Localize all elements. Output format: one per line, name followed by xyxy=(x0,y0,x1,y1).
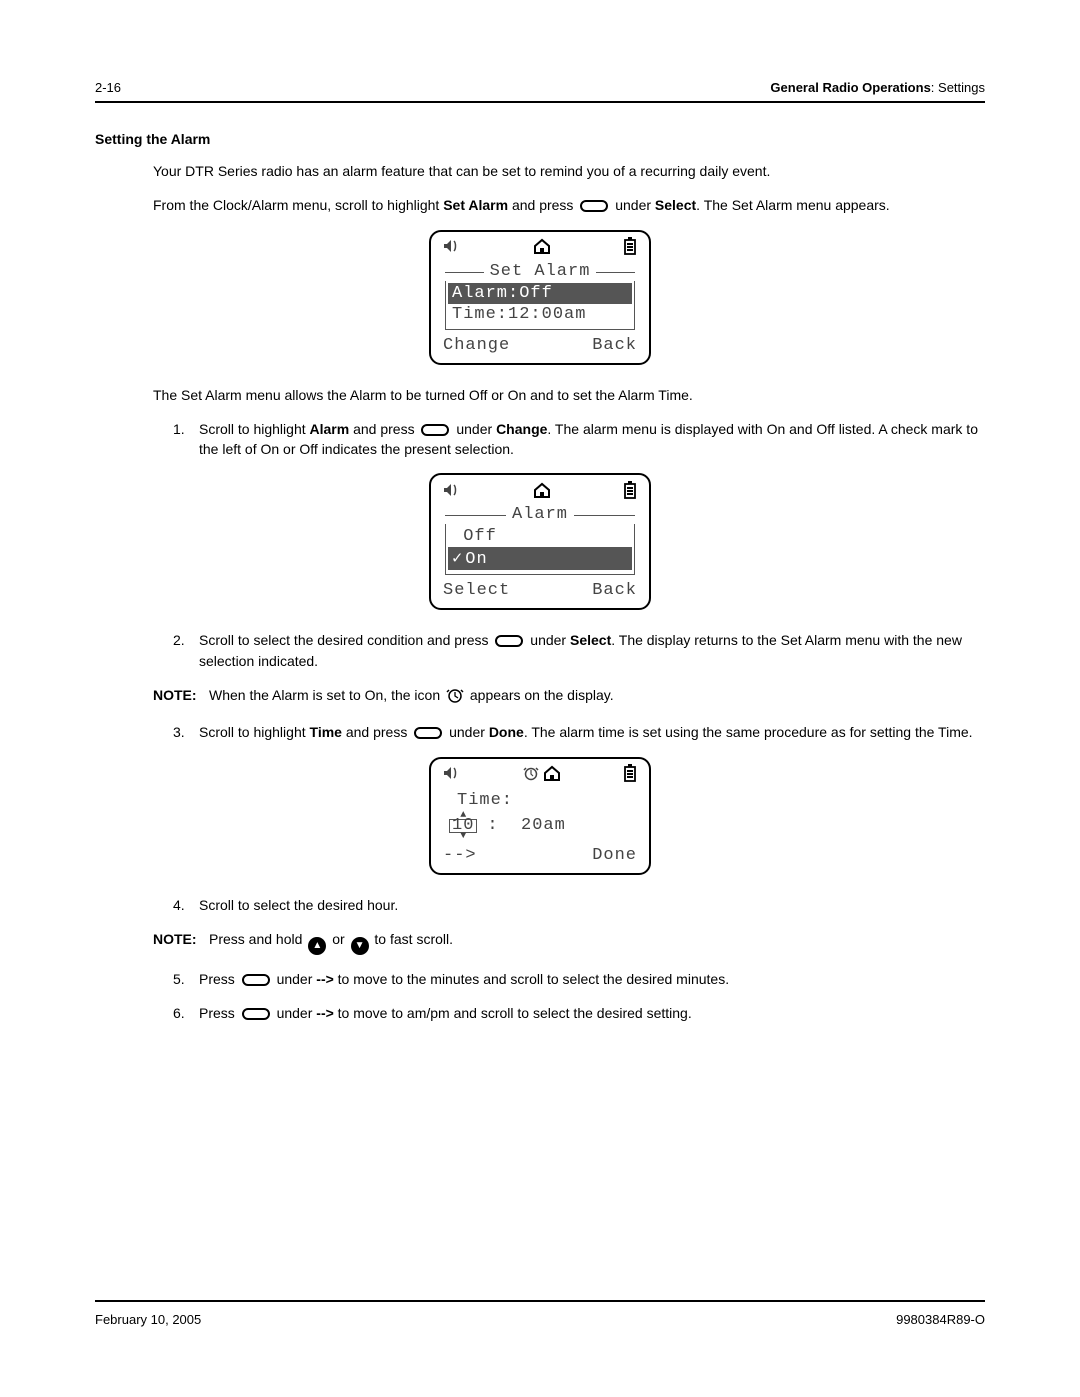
step-1: 1. Scroll to highlight Alarm and press u… xyxy=(173,419,985,460)
down-button-icon: ▼ xyxy=(351,937,369,955)
softkey-right: Back xyxy=(592,336,637,355)
lcd-row: Off xyxy=(446,526,634,547)
speaker-icon xyxy=(443,238,461,259)
battery-icon xyxy=(623,237,637,260)
check-icon: ✓ xyxy=(452,550,463,569)
intro-para-2: From the Clock/Alarm menu, scroll to hig… xyxy=(153,195,985,215)
header-title: General Radio Operations: Settings xyxy=(770,80,985,95)
note-1: NOTE: When the Alarm is set to On, the i… xyxy=(153,685,985,708)
alarm-clock-icon xyxy=(446,687,464,708)
footer-date: February 10, 2005 xyxy=(95,1312,201,1327)
home-icon xyxy=(543,765,561,786)
step-6: 6. Press under --> to move to am/pm and … xyxy=(173,1003,985,1023)
page-number: 2-16 xyxy=(95,80,121,95)
softkey-left: --> xyxy=(443,846,477,865)
softkey-pill-icon xyxy=(580,200,608,212)
lcd-set-alarm: Set Alarm Alarm:Off Time:12:00am Change … xyxy=(429,230,651,365)
alarm-clock-icon xyxy=(523,765,539,786)
softkey-pill-icon xyxy=(242,1008,270,1020)
softkey-left: Change xyxy=(443,336,510,355)
lcd-row: Time:12:00am xyxy=(446,304,634,325)
up-button-icon: ▲ xyxy=(308,937,326,955)
softkey-pill-icon xyxy=(495,635,523,647)
lcd-time-label: Time: xyxy=(457,791,631,810)
time-rest: : 20am xyxy=(487,816,565,835)
speaker-icon xyxy=(443,482,461,503)
softkey-pill-icon xyxy=(242,974,270,986)
softkey-left: Select xyxy=(443,581,510,600)
lcd-alarm-onoff: Alarm Off ✓On Select Back xyxy=(429,473,651,610)
lcd-time-set: Time: ▲ 10 ▼ : 20am --> Done xyxy=(429,757,651,875)
speaker-icon xyxy=(443,765,461,786)
intro-para-1: Your DTR Series radio has an alarm featu… xyxy=(153,161,985,181)
lcd-title: Alarm xyxy=(506,505,574,524)
step-3: 3. Scroll to highlight Time and press un… xyxy=(173,722,985,742)
battery-icon xyxy=(623,764,637,787)
page-footer: February 10, 2005 9980384R89-O xyxy=(95,1300,985,1327)
softkey-pill-icon xyxy=(421,424,449,436)
section-title: Setting the Alarm xyxy=(95,131,985,147)
chevron-down-icon: ▼ xyxy=(460,833,466,840)
step-4: 4. Scroll to select the desired hour. xyxy=(173,895,985,915)
softkey-right: Back xyxy=(592,581,637,600)
softkey-pill-icon xyxy=(414,727,442,739)
page-header: 2-16 General Radio Operations: Settings xyxy=(95,80,985,103)
softkey-right: Done xyxy=(592,846,637,865)
after-screen1-para: The Set Alarm menu allows the Alarm to b… xyxy=(153,385,985,405)
step-5: 5. Press under --> to move to the minute… xyxy=(173,969,985,989)
footer-doc-id: 9980384R89-O xyxy=(896,1312,985,1327)
lcd-row-selected: Alarm:Off xyxy=(448,283,632,304)
home-icon xyxy=(533,238,551,259)
lcd-row-selected: ✓On xyxy=(448,547,632,570)
hour-spinner: ▲ 10 ▼ xyxy=(449,812,477,840)
note-2: NOTE: Press and hold ▲ or ▼ to fast scro… xyxy=(153,929,985,955)
battery-icon xyxy=(623,481,637,504)
home-icon xyxy=(533,482,551,503)
lcd-title: Set Alarm xyxy=(484,262,597,281)
step-2: 2. Scroll to select the desired conditio… xyxy=(173,630,985,671)
